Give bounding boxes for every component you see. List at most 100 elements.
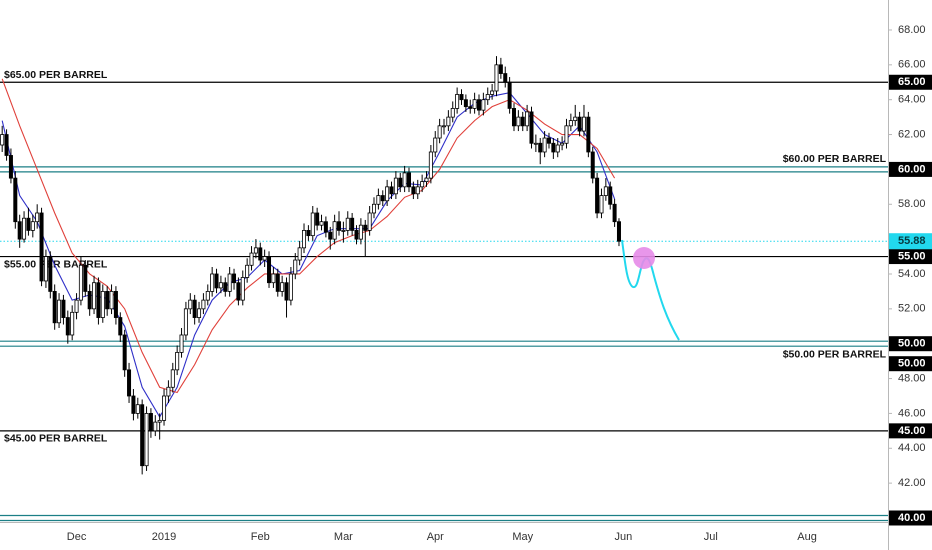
candle-body	[48, 256, 53, 292]
candle-body	[376, 195, 381, 205]
level-price-label: 40.00	[898, 512, 926, 524]
candle-body	[323, 221, 328, 233]
candle-body	[4, 134, 9, 156]
candle-body	[297, 247, 302, 261]
candle-body	[581, 116, 586, 132]
candle-body	[603, 186, 608, 196]
y-tick-label: 66.00	[898, 59, 926, 71]
candle-body	[358, 224, 363, 240]
y-tick-label: 44.00	[898, 442, 926, 454]
x-tick-label: Jun	[614, 531, 632, 543]
candle-body	[262, 256, 267, 261]
candle-body	[70, 311, 75, 336]
candle-body	[372, 203, 377, 214]
level-price-box	[889, 510, 932, 526]
candle-body	[293, 259, 298, 275]
level-price-box	[889, 161, 932, 177]
x-tick-label: Aug	[797, 531, 817, 543]
candle-body	[551, 142, 556, 153]
candle-body	[26, 217, 31, 231]
candle-body	[612, 203, 617, 223]
moving-average	[1, 78, 616, 394]
candle-body	[560, 142, 565, 146]
candle-body	[43, 256, 48, 282]
candle-body	[332, 221, 337, 240]
level-price-label: 55.00	[898, 250, 926, 262]
candle-body	[253, 247, 258, 254]
candle-body	[310, 212, 315, 237]
candle-body	[17, 221, 22, 240]
candle-body	[564, 125, 569, 144]
candle-body	[109, 291, 114, 310]
candle-body	[280, 282, 285, 292]
x-tick-label: May	[512, 531, 533, 543]
y-tick-label: 64.00	[898, 94, 926, 106]
candle-body	[127, 369, 132, 397]
target-marker	[633, 247, 655, 269]
level-annotation: $65.00 PER BARREL	[4, 69, 108, 81]
candle-body	[455, 94, 460, 109]
candle-body	[157, 419, 162, 423]
candle-body	[210, 273, 215, 292]
candle-body	[468, 106, 473, 109]
candle-body	[459, 94, 464, 101]
level-annotation: $60.00 PER BARREL	[783, 153, 887, 165]
candle-body	[22, 217, 27, 240]
x-tick-label: Feb	[251, 531, 270, 543]
candle-body	[153, 421, 158, 432]
candle-body	[240, 277, 245, 301]
candle-body	[57, 299, 62, 324]
candle-body	[363, 224, 368, 231]
candle-body	[192, 299, 197, 318]
candle-body	[350, 217, 355, 231]
candle-body	[113, 291, 118, 318]
candle-body	[577, 116, 582, 132]
candle-body	[302, 230, 307, 249]
candle-body	[306, 230, 311, 237]
candle-body	[341, 230, 346, 232]
candle-body	[402, 172, 407, 188]
candle-body	[511, 108, 516, 127]
x-tick-label: Dec	[67, 531, 87, 543]
y-tick-label: 42.00	[898, 477, 926, 489]
candle-body	[122, 334, 127, 371]
candle-body	[428, 151, 433, 179]
candle-body	[179, 334, 184, 353]
level-price-label: 60.00	[898, 163, 926, 175]
candle-body	[599, 195, 604, 214]
candle-body	[494, 64, 499, 92]
levels: $65.00 PER BARREL$60.00 PER BARREL$55.00…	[0, 69, 888, 522]
candle-body	[74, 299, 79, 313]
candle-body	[83, 264, 88, 292]
candle-body	[175, 352, 180, 371]
candle-body	[288, 273, 293, 301]
candle-body	[446, 116, 451, 127]
candle-body	[249, 252, 254, 266]
candle-body	[267, 256, 272, 284]
candle-body	[568, 120, 573, 127]
candle-body	[503, 73, 508, 83]
level-price-label: 50.00	[898, 338, 926, 350]
candle-body	[546, 137, 551, 144]
candle-body	[275, 273, 280, 292]
candle-body	[586, 116, 591, 153]
candle-body	[424, 177, 429, 183]
candle-body	[39, 212, 44, 282]
candle-body	[398, 177, 403, 188]
candle-body	[131, 395, 136, 414]
candle-body	[485, 94, 490, 101]
x-tick-label: Mar	[334, 531, 353, 543]
candle-body	[87, 291, 92, 310]
candle-body	[258, 247, 263, 261]
x-tick-label: Jul	[704, 531, 718, 543]
candle-body	[354, 230, 359, 240]
candle-body	[232, 273, 237, 284]
candle-body	[450, 108, 455, 118]
candle-body	[389, 186, 394, 195]
candle-body	[337, 221, 342, 231]
candle-body	[498, 64, 503, 74]
level-price-box	[889, 356, 932, 372]
level-price-box	[889, 336, 932, 352]
